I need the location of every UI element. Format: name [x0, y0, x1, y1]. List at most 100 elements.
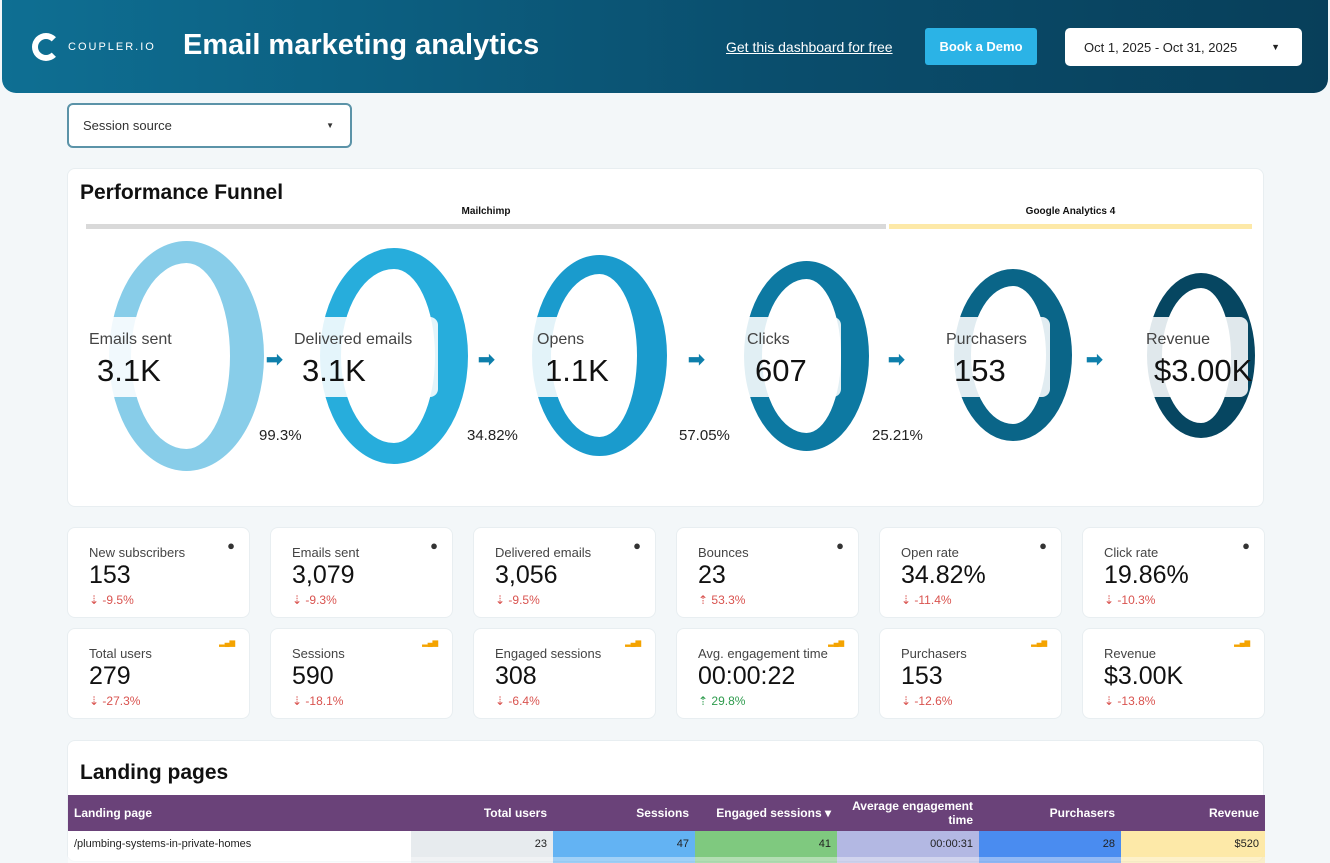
table-cell: [837, 857, 979, 863]
kpi-delta: ⇡ 29.8%: [698, 694, 745, 708]
kpi-label: Sessions: [292, 646, 345, 661]
delta-value: 53.3%: [711, 593, 746, 607]
column-header[interactable]: Total users: [411, 795, 553, 831]
kpi-label: Open rate: [901, 545, 959, 560]
column-header[interactable]: Engaged sessions ▾: [695, 795, 837, 831]
kpi-card: Avg. engagement time 00:00:22 ⇡ 29.8% ▂▄…: [676, 628, 859, 719]
performance-funnel-panel: Performance Funnel Mailchimp Google Anal…: [67, 168, 1264, 507]
delta-value: 29.8%: [711, 694, 746, 708]
kpi-card: Bounces 23 ⇡ 53.3% ●: [676, 527, 859, 618]
session-source-label: Session source: [83, 118, 172, 133]
kpi-delta: ⇣ -9.5%: [495, 593, 540, 607]
table-row[interactable]: [68, 857, 1265, 863]
landing-pages-panel: Landing pages Landing page Total users Ses…: [67, 740, 1265, 863]
ga4-icon: ▂▄▆: [828, 640, 844, 647]
kpi-delta: ⇣ -9.5%: [89, 593, 134, 607]
delta-arrow-icon: ⇣: [292, 593, 303, 607]
conversion-rate: 99.3%: [259, 427, 302, 444]
stage-name: Clicks: [747, 331, 790, 348]
mailchimp-icon: ●: [836, 538, 844, 553]
source-label: Google Analytics 4: [1025, 206, 1116, 217]
column-header[interactable]: Purchasers: [979, 795, 1121, 831]
table-cell: 00:00:31: [837, 831, 979, 857]
kpi-delta: ⇡ 53.3%: [698, 593, 745, 607]
table-cell: $520: [1121, 831, 1265, 857]
kpi-card: Revenue $3.00K ⇣ -13.8% ▂▄▆: [1082, 628, 1265, 719]
funnel-stage-0: Emails sent 3.1K: [83, 317, 193, 397]
delta-arrow-icon: ⇣: [1104, 694, 1115, 708]
ga4-icon: ▂▄▆: [625, 640, 641, 647]
kpi-value: 19.86%: [1104, 561, 1189, 589]
kpi-card: New subscribers 153 ⇣ -9.5% ●: [67, 527, 250, 618]
mailchimp-icon: ●: [430, 538, 438, 553]
kpi-card: Emails sent 3,079 ⇣ -9.3% ●: [270, 527, 453, 618]
kpi-delta: ⇣ -18.1%: [292, 694, 343, 708]
kpi-card: Sessions 590 ⇣ -18.1% ▂▄▆: [270, 628, 453, 719]
delta-value: -13.8%: [1117, 694, 1156, 708]
kpi-label: Revenue: [1104, 646, 1157, 661]
delta-value: -18.1%: [305, 694, 344, 708]
stage-value: $3.00K: [1154, 353, 1253, 388]
ga4-icon: ▂▄▆: [219, 640, 235, 647]
delta-arrow-icon: ⇣: [901, 593, 912, 607]
column-header[interactable]: Sessions: [553, 795, 695, 831]
page-title: Email marketing analytics: [183, 29, 540, 61]
kpi-value: 279: [89, 662, 131, 690]
kpi-label: Delivered emails: [495, 545, 592, 560]
kpi-label: Avg. engagement time: [698, 646, 828, 661]
delta-arrow-icon: ⇣: [292, 694, 303, 708]
table-cell: [695, 857, 837, 863]
table-cell: 47: [553, 831, 695, 857]
delta-value: -9.5%: [508, 593, 540, 607]
date-range-value: Oct 1, 2025 - Oct 31, 2025: [1084, 39, 1238, 55]
book-demo-button[interactable]: Book a Demo: [925, 28, 1037, 65]
table-cell: 41: [695, 831, 837, 857]
caret-down-icon: ▼: [1271, 42, 1280, 52]
mailchimp-icon: ●: [633, 538, 641, 553]
table-cell: 23: [411, 831, 553, 857]
stage-name: Purchasers: [946, 331, 1027, 348]
date-range-picker[interactable]: Oct 1, 2025 - Oct 31, 2025 ▼: [1065, 28, 1302, 66]
kpi-label: Total users: [89, 646, 152, 661]
arrow-right-icon: ➡: [478, 349, 495, 371]
column-header[interactable]: Revenue: [1121, 795, 1265, 831]
kpi-value: 3,079: [292, 561, 355, 589]
mailchimp-icon: ●: [1242, 538, 1250, 553]
kpi-card: Engaged sessions 308 ⇣ -6.4% ▂▄▆: [473, 628, 656, 719]
delta-arrow-icon: ⇣: [901, 694, 912, 708]
kpi-value: 34.82%: [901, 561, 986, 589]
column-header[interactable]: Landing page: [68, 795, 411, 831]
kpi-value: 153: [89, 561, 131, 589]
funnel-stage-2: Opens 1.1K: [531, 317, 609, 397]
table-row[interactable]: /plumbing-systems-in-private-homes 23 47 41…: [68, 831, 1265, 857]
session-source-dropdown[interactable]: Session source ▼: [67, 103, 352, 148]
coupler-logo-icon: [32, 33, 60, 61]
ga4-icon: ▂▄▆: [1234, 640, 1250, 647]
kpi-delta: ⇣ -13.8%: [1104, 694, 1155, 708]
kpi-value: 3,056: [495, 561, 558, 589]
caret-down-icon: ▼: [326, 121, 334, 130]
ga4-icon: ▂▄▆: [422, 640, 438, 647]
kpi-delta: ⇣ -10.3%: [1104, 593, 1155, 607]
kpi-value: 308: [495, 662, 537, 690]
delta-value: -11.4%: [914, 593, 952, 607]
kpi-delta: ⇣ -9.3%: [292, 593, 337, 607]
delta-value: -9.3%: [305, 593, 337, 607]
arrow-right-icon: ➡: [688, 349, 705, 371]
kpi-card: Click rate 19.86% ⇣ -10.3% ●: [1082, 527, 1265, 618]
delta-arrow-icon: ⇣: [495, 694, 506, 708]
header: COUPLER.IO Email marketing analytics Get…: [2, 0, 1328, 93]
kpi-delta: ⇣ -27.3%: [89, 694, 140, 708]
mailchimp-icon: ●: [227, 538, 235, 553]
ga4-icon: ▂▄▆: [1031, 640, 1047, 647]
get-dashboard-link[interactable]: Get this dashboard for free: [726, 39, 893, 55]
delta-arrow-icon: ⇣: [495, 593, 506, 607]
coupler-logo[interactable]: COUPLER.IO: [32, 33, 156, 61]
delta-arrow-icon: ⇣: [1104, 593, 1115, 607]
landing-pages-table: Landing page Total users Sessions Engaged s…: [68, 795, 1265, 863]
kpi-value: 00:00:22: [698, 662, 796, 690]
column-header[interactable]: Average engagement time: [837, 795, 979, 831]
stage-name: Opens: [537, 331, 585, 348]
kpi-delta: ⇣ -12.6%: [901, 694, 952, 708]
delta-arrow-icon: ⇡: [698, 593, 709, 607]
